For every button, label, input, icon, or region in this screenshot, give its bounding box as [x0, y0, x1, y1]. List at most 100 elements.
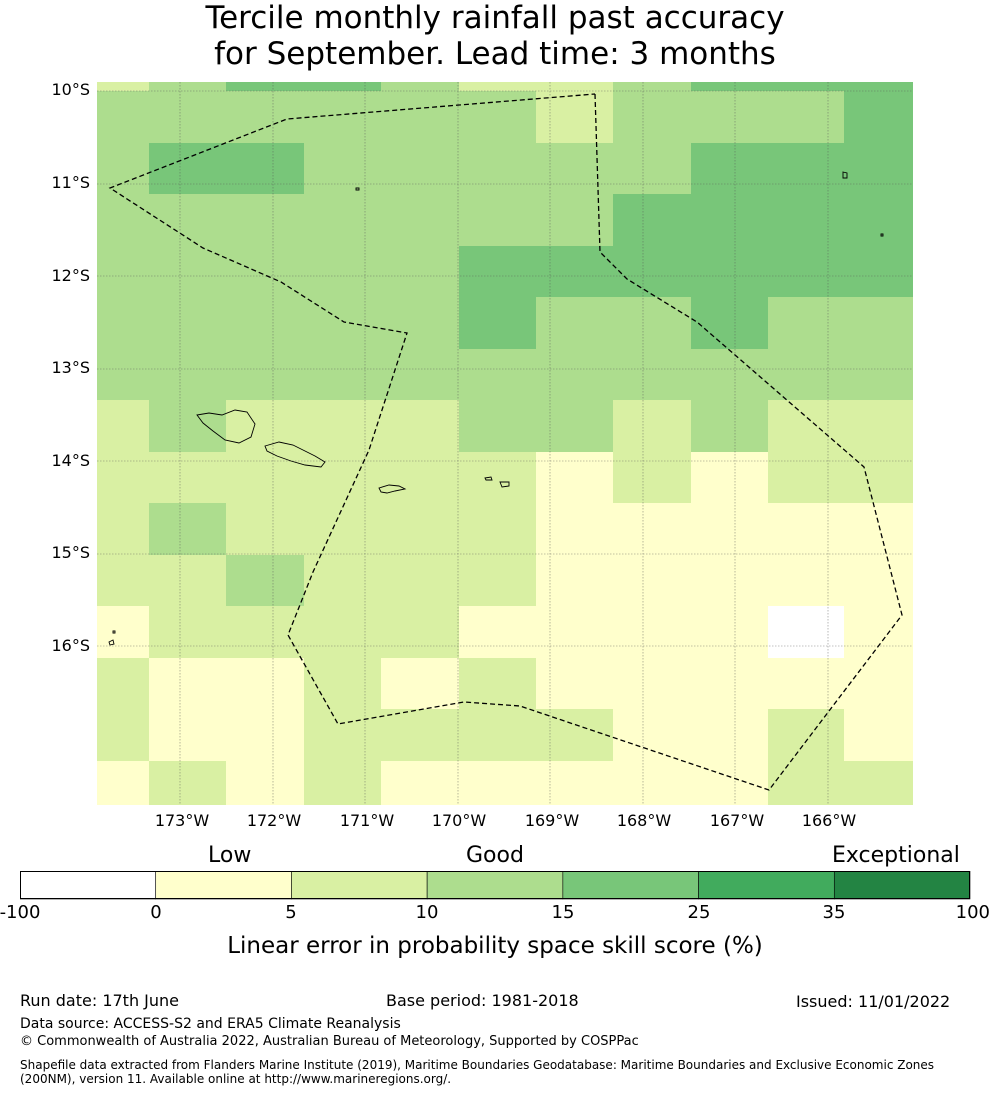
colorbar-segment: [291, 871, 428, 900]
skill-cell: [691, 606, 769, 659]
colorbar-segment: [20, 871, 157, 900]
skill-cell: [768, 91, 845, 144]
skill-cell: [304, 606, 382, 659]
skill-cell: [149, 709, 227, 762]
cb-tick-15: 15: [551, 902, 575, 923]
skill-cell: [226, 555, 305, 607]
skill-cell: [149, 658, 227, 710]
cb-tick-0: 0: [150, 902, 162, 923]
lon-label-169w: 169°W: [524, 811, 580, 830]
skill-cell: [381, 555, 460, 607]
skill-cell: [381, 503, 460, 556]
colorbar: [20, 871, 971, 900]
skill-cell: [536, 503, 614, 556]
skill-cell: [613, 143, 692, 195]
skill-cell: [844, 349, 914, 401]
skill-cell: [97, 503, 150, 556]
tau-island: [499, 481, 510, 488]
colorbar-segment: [698, 871, 835, 900]
skill-grid-cells: [97, 82, 914, 806]
skill-cell: [691, 503, 769, 556]
skill-cell: [149, 503, 227, 556]
skill-cell: [149, 143, 227, 195]
skill-cell: [768, 82, 845, 92]
skill-cell: [97, 452, 150, 504]
skill-cell: [613, 194, 692, 247]
skill-cell: [613, 503, 692, 556]
skill-cell: [459, 658, 537, 710]
skill-cell: [844, 761, 914, 806]
skill-cell: [459, 555, 537, 607]
skill-cell: [381, 246, 460, 298]
upolu-island: [264, 441, 326, 468]
skill-cell: [768, 246, 845, 298]
skill-cell: [536, 143, 614, 195]
skill-cell: [768, 658, 845, 710]
skill-cell: [536, 555, 614, 607]
skill-cell: [304, 143, 382, 195]
skill-cell: [691, 82, 769, 92]
skill-cell: [691, 297, 769, 350]
islet-west-2: [112, 630, 116, 634]
skill-cell: [149, 606, 227, 659]
skill-cell: [459, 297, 537, 350]
skill-cell: [768, 194, 845, 247]
skill-cell: [768, 143, 845, 195]
skill-cell: [381, 658, 460, 710]
skill-cell: [691, 143, 769, 195]
eez-boundary: [108, 93, 903, 791]
skill-cell: [536, 761, 614, 806]
skill-cell: [381, 606, 460, 659]
map-panel: [97, 82, 914, 806]
skill-cell: [768, 349, 845, 401]
skill-cell: [226, 709, 305, 762]
skill-cell: [691, 555, 769, 607]
skill-cell: [691, 91, 769, 144]
skill-cell: [149, 246, 227, 298]
skill-cell: [97, 143, 150, 195]
lat-label-16s: 16°S: [51, 636, 90, 655]
skill-cell: [381, 143, 460, 195]
skill-cell: [149, 91, 227, 144]
colorbar-segments: [20, 871, 971, 900]
skill-cell: [226, 761, 305, 806]
skill-cell: [691, 761, 769, 806]
cb-tick-25: 25: [687, 902, 711, 923]
skill-cell: [459, 761, 537, 806]
skill-cell: [613, 246, 692, 298]
skill-cell: [844, 143, 914, 195]
category-low: Low: [208, 843, 252, 868]
skill-cell: [226, 606, 305, 659]
skill-cell: [304, 246, 382, 298]
skill-cell: [691, 349, 769, 401]
skill-cell: [844, 452, 914, 504]
skill-cell: [613, 555, 692, 607]
ofu-island: [484, 476, 493, 481]
skill-cell: [768, 761, 845, 806]
skill-cell: [691, 658, 769, 710]
skill-cell: [97, 82, 150, 92]
lat-label-13s: 13°S: [51, 358, 90, 377]
skill-cell: [149, 400, 227, 453]
skill-cell: [844, 606, 914, 659]
title-line-2: for September. Lead time: 3 months: [214, 36, 776, 72]
lon-label-173w: 173°W: [154, 811, 210, 830]
skill-cell: [304, 91, 382, 144]
skill-cell: [536, 91, 614, 144]
cb-tick-minus100: -100: [0, 902, 41, 923]
lat-label-12s: 12°S: [51, 266, 90, 285]
skill-cell: [304, 761, 382, 806]
skill-cell: [226, 297, 305, 350]
skill-cell: [459, 709, 537, 762]
skill-cell: [97, 658, 150, 710]
colorbar-segment: [833, 871, 971, 900]
run-date: Run date: 17th June: [20, 991, 180, 1010]
skill-cell: [226, 452, 305, 504]
skill-cell: [536, 709, 614, 762]
skill-cell: [844, 246, 914, 298]
skill-cell: [459, 400, 537, 453]
skill-cell: [97, 606, 150, 659]
savaii-island: [196, 409, 256, 444]
skill-cell: [226, 91, 305, 144]
category-exceptional: Exceptional: [832, 843, 960, 868]
